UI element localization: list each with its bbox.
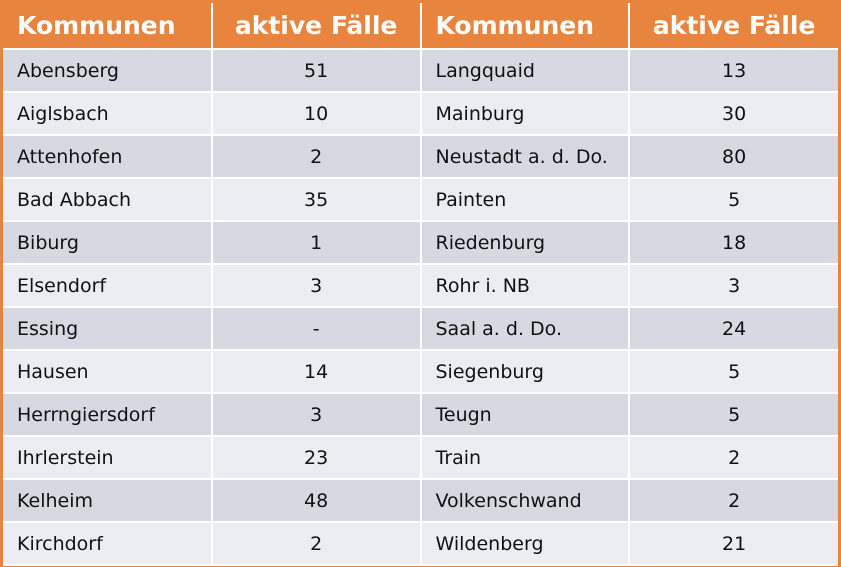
table-row: Essing - Saal a. d. Do. 24 — [3, 306, 838, 351]
cases-cell: 2 — [628, 435, 838, 480]
kommune-cell: Kirchdorf — [3, 521, 213, 566]
kommune-cell: Kelheim — [3, 478, 213, 523]
cases-cell: 5 — [628, 349, 838, 394]
kommune-cell: Elsendorf — [3, 263, 213, 308]
header-kommunen-1: Kommunen — [3, 3, 212, 49]
kommune-cell: Biburg — [3, 220, 213, 265]
table-row: Herrngiersdorf 3 Teugn 5 — [3, 392, 838, 437]
kommune-cell: Volkenschwand — [419, 478, 631, 523]
cases-cell: 30 — [628, 91, 838, 136]
header-kommunen-2: Kommunen — [419, 3, 630, 49]
cases-table: Kommunen aktive Fälle Kommunen aktive Fä… — [3, 3, 838, 566]
kommune-cell: Aiglsbach — [3, 91, 213, 136]
kommune-cell: Herrngiersdorf — [3, 392, 213, 437]
kommune-cell: Langquaid — [419, 48, 631, 93]
kommune-cell: Hausen — [3, 349, 213, 394]
cases-cell: 21 — [628, 521, 838, 566]
kommune-cell: Attenhofen — [3, 134, 213, 179]
cases-cell: 1 — [210, 220, 422, 265]
cases-cell: 3 — [210, 392, 422, 437]
table-row: Biburg 1 Riedenburg 18 — [3, 220, 838, 265]
kommune-cell: Teugn — [419, 392, 631, 437]
kommune-cell: Painten — [419, 177, 631, 222]
kommune-cell: Train — [419, 435, 631, 480]
header-row: Kommunen aktive Fälle Kommunen aktive Fä… — [3, 3, 838, 49]
kommune-cell: Ihrlerstein — [3, 435, 213, 480]
cases-cell: 13 — [628, 48, 838, 93]
cases-cell: 5 — [628, 392, 838, 437]
table-row: Abensberg 51 Langquaid 13 — [3, 48, 838, 93]
cases-cell: 2 — [210, 134, 422, 179]
kommune-cell: Abensberg — [3, 48, 213, 93]
table-row: Ihrlerstein 23 Train 2 — [3, 435, 838, 480]
table-row: Elsendorf 3 Rohr i. NB 3 — [3, 263, 838, 308]
kommune-cell: Essing — [3, 306, 213, 351]
table-row: Attenhofen 2 Neustadt a. d. Do. 80 — [3, 134, 838, 179]
cases-cell: 48 — [210, 478, 422, 523]
cases-cell: 2 — [210, 521, 422, 566]
kommune-cell: Neustadt a. d. Do. — [419, 134, 631, 179]
cases-cell: 23 — [210, 435, 422, 480]
cases-cell: 10 — [210, 91, 422, 136]
kommune-cell: Mainburg — [419, 91, 631, 136]
header-aktive-faelle-1: aktive Fälle — [210, 3, 421, 49]
table-row: Kelheim 48 Volkenschwand 2 — [3, 478, 838, 523]
cases-cell: 18 — [628, 220, 838, 265]
table-row: Hausen 14 Siegenburg 5 — [3, 349, 838, 394]
cases-cell: 3 — [210, 263, 422, 308]
kommune-cell: Saal a. d. Do. — [419, 306, 631, 351]
cases-cell: 80 — [628, 134, 838, 179]
cases-cell: 3 — [628, 263, 838, 308]
cases-cell: 51 — [210, 48, 422, 93]
cases-cell: 24 — [628, 306, 838, 351]
kommune-cell: Siegenburg — [419, 349, 631, 394]
cases-cell: 14 — [210, 349, 422, 394]
kommune-cell: Rohr i. NB — [419, 263, 631, 308]
cases-cell: 5 — [628, 177, 838, 222]
kommune-cell: Riedenburg — [419, 220, 631, 265]
kommune-cell: Wildenberg — [419, 521, 631, 566]
header-aktive-faelle-2: aktive Fälle — [628, 3, 838, 49]
cases-cell: 2 — [628, 478, 838, 523]
cases-cell: - — [210, 306, 422, 351]
table-row: Kirchdorf 2 Wildenberg 21 — [3, 521, 838, 566]
table-row: Aiglsbach 10 Mainburg 30 — [3, 91, 838, 136]
cases-cell: 35 — [210, 177, 422, 222]
kommune-cell: Bad Abbach — [3, 177, 213, 222]
table-row: Bad Abbach 35 Painten 5 — [3, 177, 838, 222]
